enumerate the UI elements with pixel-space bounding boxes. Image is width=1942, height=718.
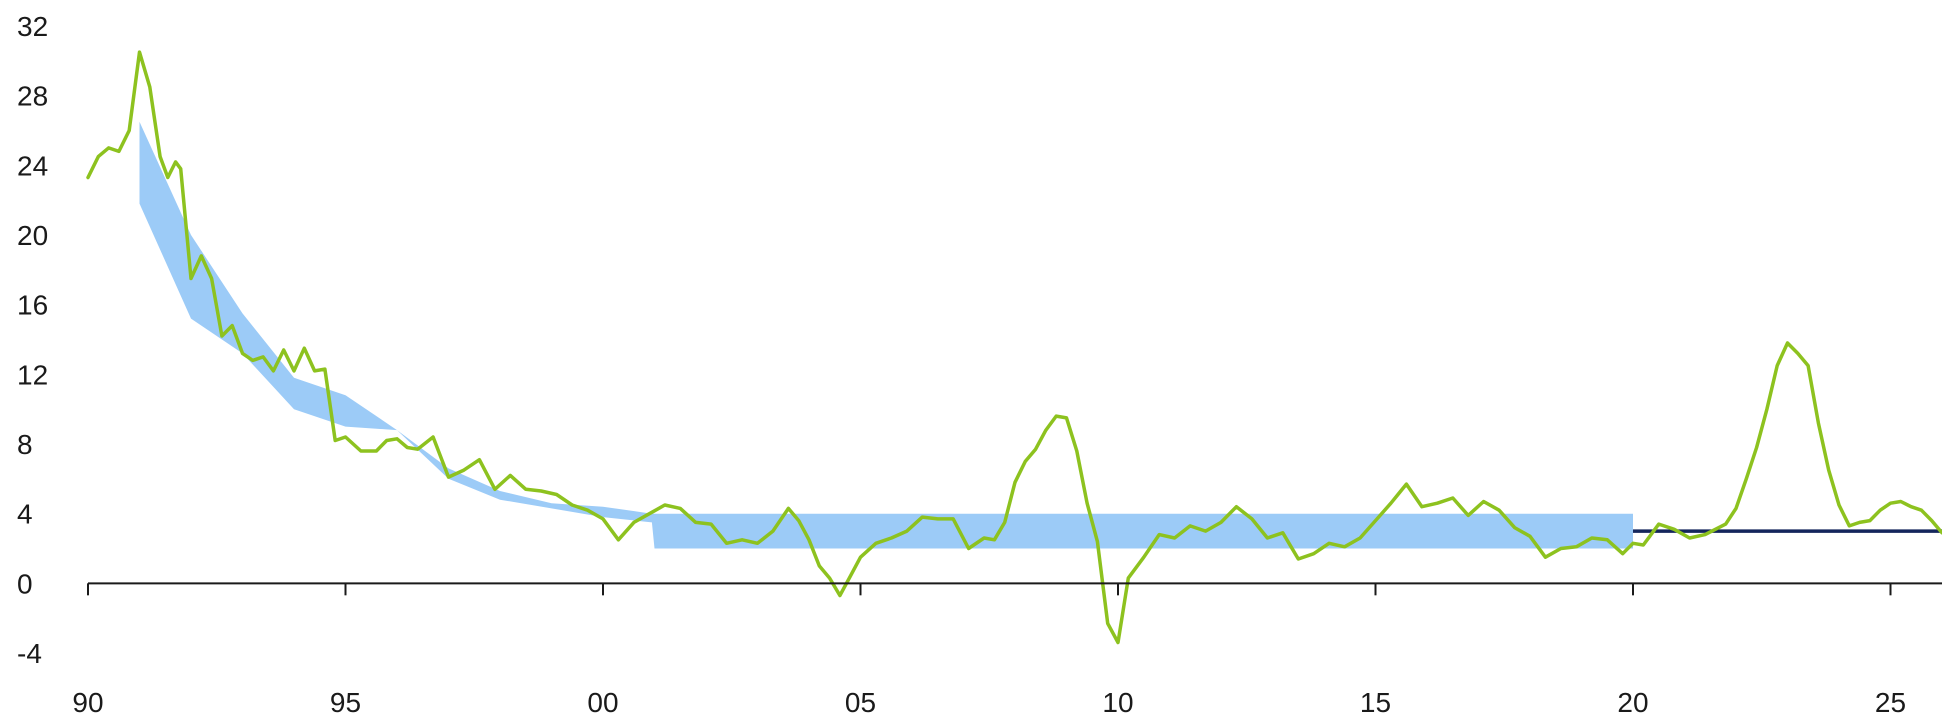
x-tick-label: 95: [330, 687, 361, 718]
x-tick-label: 00: [587, 687, 618, 718]
y-tick-label: 20: [17, 220, 48, 251]
x-tick-label: 05: [845, 687, 876, 718]
y-tick-label: 16: [17, 290, 48, 321]
y-tick-label: 12: [17, 359, 48, 390]
inflation-line: [86, 50, 1942, 645]
y-tick-label: 28: [17, 81, 48, 112]
x-axis-tick-labels: 90 95 00 05 10 15 20 25: [72, 687, 1906, 718]
y-tick-label: -4: [17, 638, 42, 669]
x-tick-label: 90: [72, 687, 103, 718]
x-tick-label: 25: [1875, 687, 1906, 718]
y-tick-label: 4: [17, 499, 33, 530]
y-tick-label: 0: [17, 568, 33, 599]
y-tick-label: 24: [17, 150, 48, 181]
x-tick-label: 15: [1360, 687, 1391, 718]
inflation-series-layer: [86, 50, 1942, 645]
y-tick-label: 8: [17, 429, 33, 460]
x-axis: [87, 582, 1942, 596]
y-axis-tick-labels: -4 0 4 8 12 16 20 24 28 32: [17, 11, 48, 669]
target-band-layer: [139, 121, 1633, 549]
target-band: [139, 121, 1633, 549]
x-tick-label: 10: [1102, 687, 1133, 718]
x-tick-label: 20: [1617, 687, 1648, 718]
y-tick-label: 32: [17, 11, 48, 42]
